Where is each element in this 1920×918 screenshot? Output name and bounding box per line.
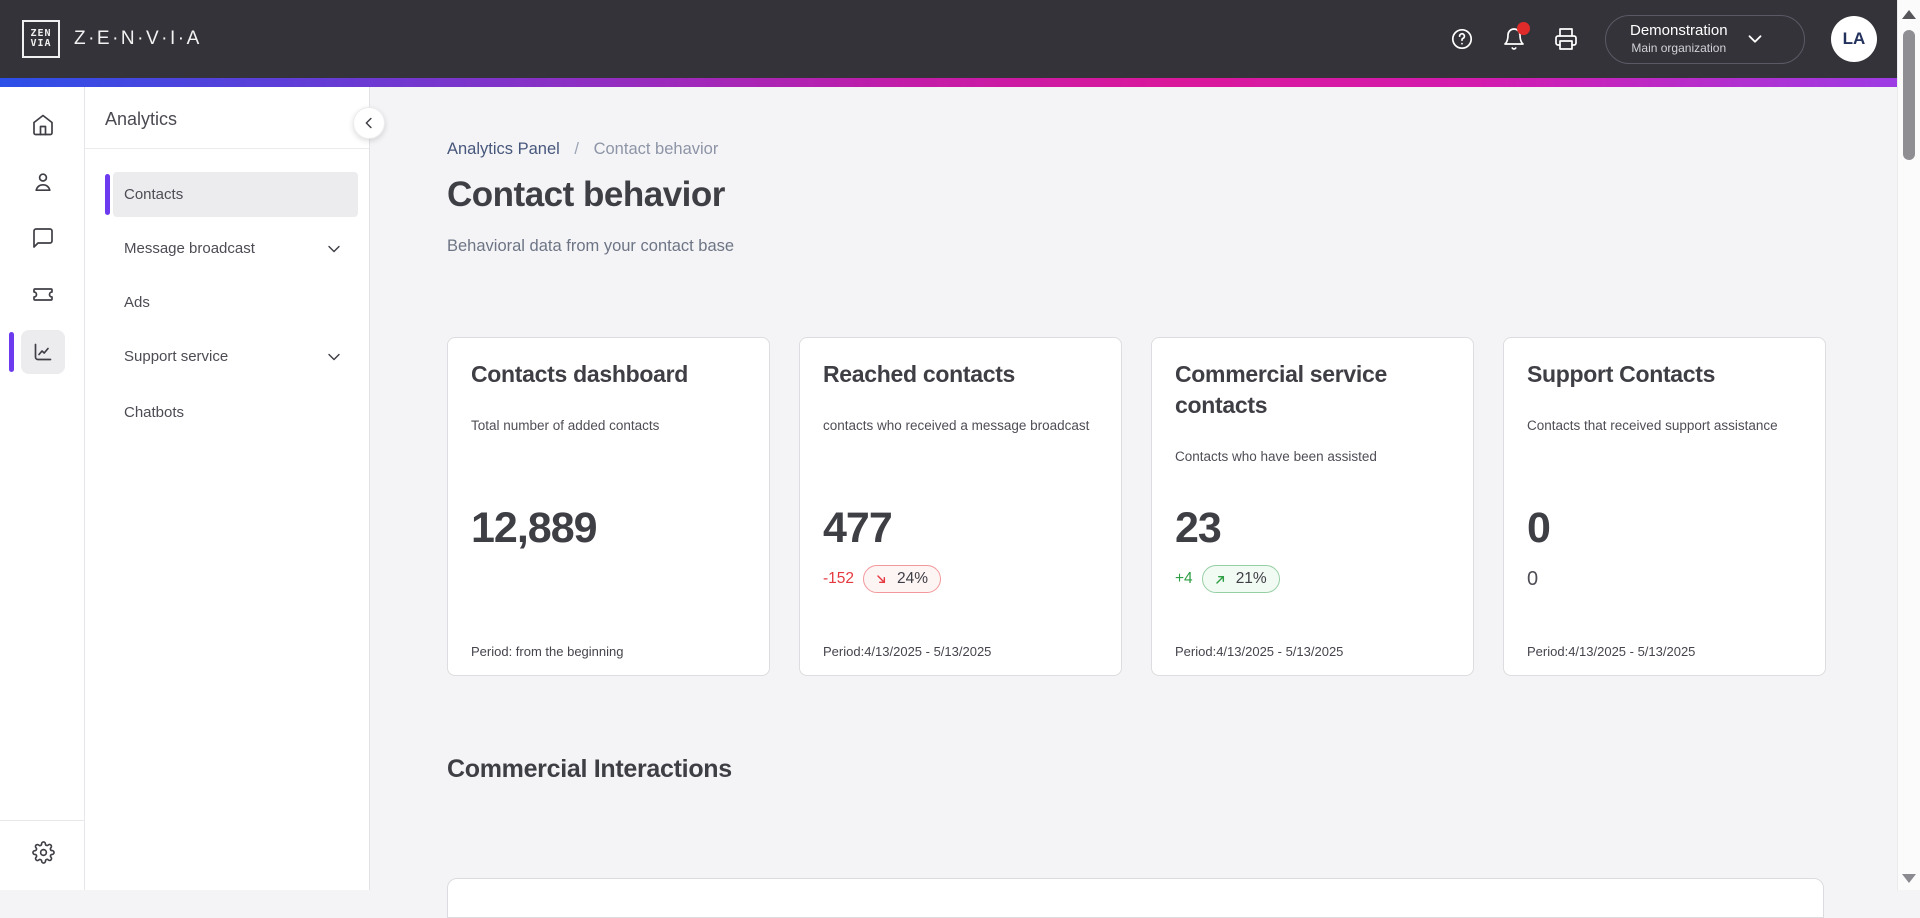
delta-value: +4 [1175,570,1193,587]
menu-item-label: Ads [124,294,150,311]
menu-item-ads[interactable]: Ads [113,280,358,325]
submenu-divider [85,148,369,149]
breadcrumb: Analytics Panel / Contact behavior [447,140,718,159]
sidebar-item-settings[interactable] [21,830,65,874]
chevron-down-icon [328,245,340,252]
rail-divider [0,820,85,821]
card-period: Period:4/13/2025 - 5/13/2025 [1175,644,1344,659]
menu-item-chatbots[interactable]: Chatbots [113,390,358,435]
card-value: 23 [1175,504,1222,552]
notification-dot [1517,22,1530,35]
chevron-down-icon [1748,35,1761,43]
active-rail-indicator [9,332,14,372]
card-description: Contacts that received support assistanc… [1527,418,1778,433]
scrollbar-thumb[interactable] [1903,30,1915,160]
card-contacts-dashboard: Contacts dashboard Total number of added… [447,337,770,676]
submenu-title: Analytics [105,109,178,129]
badge-percent: 21% [1235,570,1267,587]
organization-switcher[interactable]: Demonstration Main organization [1605,14,1805,64]
zenvia-logo-icon: ZEN VIA [22,20,60,58]
page-title: Contact behavior [447,175,725,214]
sidebar-item-home[interactable] [21,103,65,147]
card-description: contacts who received a message broadcas… [823,418,1090,433]
breadcrumb-separator: / [574,140,579,158]
page-subtitle: Behavioral data from your contact base [447,237,735,255]
avatar[interactable]: LA [1831,16,1877,62]
line-chart-icon [34,343,52,361]
card-value: 0 [1527,504,1551,552]
main-content: Analytics Panel / Contact behavior Conta… [370,87,1897,918]
zenvia-logo[interactable]: ZEN VIA Z·E·N·V·I·A [22,20,202,58]
menu-item-label: Chatbots [124,404,185,421]
menu-item-label: Support service [124,348,229,365]
person-icon [35,173,51,192]
card-delta-row: +4 21% [1175,564,1280,594]
card-title: Support Contacts [1527,361,1716,387]
arrow-up-right-icon [1215,575,1224,584]
card-secondary-value: 0 [1527,568,1539,590]
gear-icon [31,840,55,864]
arrow-down-right-icon [877,574,886,583]
menu-item-label: Contacts [124,186,184,203]
card-commercial-service-contacts: Commercial service contacts Contacts who… [1151,337,1474,676]
top-bar: ZEN VIA Z·E·N·V·I·A [0,0,1897,78]
sidebar-item-analytics[interactable] [21,330,65,374]
menu-item-contacts[interactable]: Contacts [105,172,358,217]
analytics-submenu: Analytics Contacts Message broadcast Ads… [85,87,370,890]
card-title: Contacts dashboard [471,361,688,387]
menu-item-label: Message broadcast [124,240,255,257]
breadcrumb-current: Contact behavior [593,140,719,158]
card-period: Period: from the beginning [471,644,624,659]
commercial-interactions-panel [447,878,1824,918]
card-period: Period:4/13/2025 - 5/13/2025 [1527,644,1696,659]
zenvia-wordmark: Z·E·N·V·I·A [74,28,202,49]
print-icon[interactable] [1553,26,1579,52]
active-item-indicator [105,174,110,215]
home-icon [33,114,53,136]
card-title: Reached contacts [823,361,1016,387]
scrollbar-down-arrow[interactable] [1902,874,1916,883]
scrollbar-up-arrow[interactable] [1902,10,1916,19]
icon-rail [0,87,85,890]
trend-badge: 21% [1201,565,1280,593]
section-title: Commercial Interactions [447,755,732,783]
card-reached-contacts: Reached contacts contacts who received a… [799,337,1122,676]
chevron-left-icon [365,117,372,129]
ticket-icon [33,288,53,301]
notifications-icon[interactable] [1501,22,1530,52]
card-delta-row: -152 24% [823,564,942,594]
delta-value: -152 [823,570,855,587]
sidebar-collapse-button[interactable] [353,107,385,139]
card-description: Total number of added contacts [471,418,660,433]
organization-name: Demonstration [1630,22,1728,40]
chevron-down-icon [328,353,340,360]
sidebar-item-conversations[interactable] [21,216,65,260]
sidebar-item-contacts[interactable] [21,160,65,204]
sidebar-item-tickets[interactable] [21,273,65,317]
brand-gradient-bar [0,78,1897,87]
badge-percent: 24% [897,570,929,587]
help-icon[interactable] [1449,26,1475,52]
card-value: 477 [823,504,893,552]
chat-icon [33,228,53,248]
trend-badge: 24% [863,565,942,593]
menu-item-message-broadcast[interactable]: Message broadcast [113,226,358,271]
card-period: Period:4/13/2025 - 5/13/2025 [823,644,992,659]
menu-item-support-service[interactable]: Support service [113,334,358,379]
kpi-cards-row: Contacts dashboard Total number of added… [447,337,1826,676]
card-description: Contacts who have been assisted [1175,449,1377,464]
card-support-contacts: Support Contacts Contacts that received … [1503,337,1826,676]
breadcrumb-analytics-panel[interactable]: Analytics Panel [447,140,560,158]
organization-subtitle: Main organization [1631,40,1727,55]
vertical-scrollbar [1897,0,1920,890]
card-title: Commercial service contacts [1175,361,1387,418]
card-value: 12,889 [471,504,598,552]
